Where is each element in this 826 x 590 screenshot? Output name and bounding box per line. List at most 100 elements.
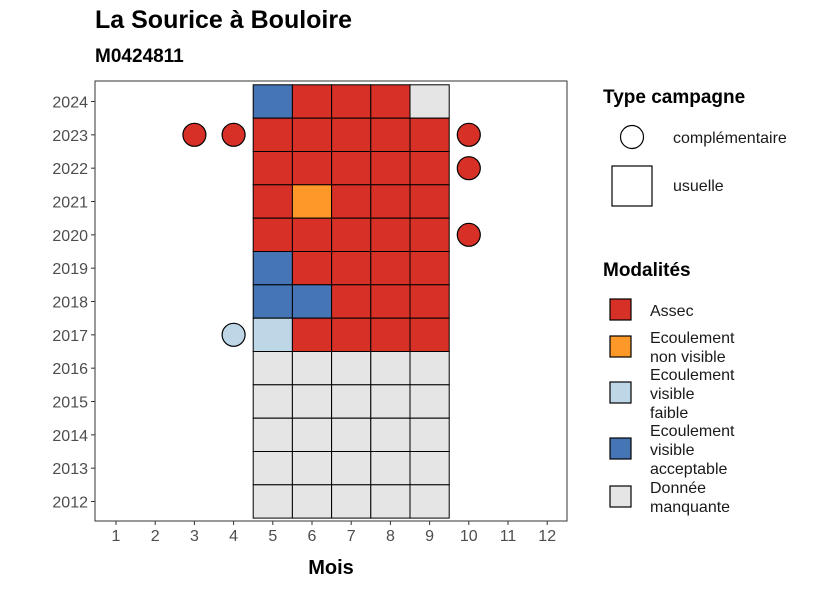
legend-mod-line: non visible <box>650 349 726 366</box>
heatmap-cell <box>409 251 450 286</box>
heatmap-cell <box>291 451 333 486</box>
heatmap-cell <box>409 417 450 453</box>
y-tick-label: 2014 <box>52 428 88 445</box>
y-tick-label: 2015 <box>52 395 88 412</box>
heatmap-cell <box>331 217 372 252</box>
heatmap-cell <box>291 317 333 353</box>
y-tick-label: 2022 <box>52 161 88 178</box>
heatmap-cell <box>252 117 293 152</box>
x-tick-label: 3 <box>190 528 199 545</box>
heatmap-cell <box>331 251 372 286</box>
heatmap-cell <box>331 351 372 386</box>
heatmap-cell <box>409 84 450 119</box>
heatmap-cell <box>370 384 411 419</box>
legend-mod-line: Assec <box>650 303 694 320</box>
heatmap-cell <box>409 151 450 186</box>
legend-type-title: Type campagne <box>603 87 746 108</box>
y-tick-label: 2019 <box>52 261 88 278</box>
heatmap-cell <box>370 217 411 252</box>
heatmap-cell <box>370 251 411 286</box>
y-tick-label: 2016 <box>52 361 88 378</box>
legend-swatch-assec <box>609 298 632 321</box>
heatmap-cell <box>370 184 411 219</box>
legend-mod-line: Ecoulement <box>650 423 735 440</box>
heatmap-cell <box>409 351 450 386</box>
complementary-point <box>456 122 481 147</box>
heatmap-cell <box>370 151 411 186</box>
y-tick-label: 2024 <box>52 95 88 112</box>
heatmap-cell <box>370 117 411 152</box>
legend-mod-line: Ecoulement <box>650 330 735 347</box>
x-tick-label: 1 <box>112 528 121 545</box>
legend-square-usuelle <box>611 165 653 207</box>
heatmap-cell <box>331 117 372 152</box>
x-tick-label: 7 <box>347 528 356 545</box>
legend-mod-label-acceptable: Ecoulement visible acceptable <box>650 422 735 479</box>
legend-mod-label-manquante: Donnée manquante <box>650 479 730 517</box>
heatmap-cell <box>331 284 372 319</box>
heatmap-cell <box>252 384 293 419</box>
heatmap-cell <box>291 417 333 453</box>
heatmap-cell <box>409 384 450 419</box>
heatmap-cell <box>291 151 333 186</box>
legend-swatch-nonvis <box>609 335 632 358</box>
heatmap-cell <box>291 184 333 219</box>
x-tick-label: 4 <box>229 528 238 545</box>
heatmap-cell <box>331 417 372 453</box>
y-tick-label: 2017 <box>52 328 88 345</box>
y-tick-label: 2012 <box>52 495 88 512</box>
heatmap-cell <box>291 117 333 152</box>
heatmap-cell <box>370 484 411 519</box>
heatmap-cell <box>252 284 293 319</box>
heatmap-cell <box>331 451 372 486</box>
heatmap-cell <box>291 384 333 419</box>
legend-mod-line: visible <box>650 442 695 459</box>
legend-mod-label-nonvisible: Ecoulement non visible <box>650 329 735 367</box>
complementary-point <box>182 122 207 147</box>
x-tick-label: 10 <box>460 528 478 545</box>
heatmap-cell <box>370 84 411 119</box>
heatmap-cell <box>291 284 333 319</box>
heatmap-cell <box>291 351 333 386</box>
heatmap-cell <box>331 384 372 419</box>
heatmap-cell <box>370 417 411 453</box>
legend-modalites-title: Modalités <box>603 260 691 281</box>
heatmap-cell <box>331 317 372 353</box>
heatmap-cell <box>370 351 411 386</box>
y-tick-label: 2018 <box>52 295 88 312</box>
y-tick-label: 2013 <box>52 461 88 478</box>
heatmap-cell <box>331 151 372 186</box>
legend-swatch-accept <box>609 437 632 460</box>
legend-mod-line: Donnée <box>650 480 707 497</box>
heatmap-cell <box>252 351 293 386</box>
heatmap-cell <box>252 484 293 519</box>
legend-circle-complementaire <box>619 124 645 150</box>
heatmap-cell <box>370 317 411 353</box>
heatmap-cell <box>331 484 372 519</box>
x-tick-label: 2 <box>151 528 160 545</box>
legend-mod-label-assec: Assec <box>650 302 694 321</box>
chart-subtitle: M0424811 <box>95 46 184 67</box>
heatmap-cell <box>409 117 450 152</box>
heatmap-cell <box>409 284 450 319</box>
heatmap-cell <box>252 84 293 119</box>
complementary-point <box>221 122 246 147</box>
heatmap-cell <box>252 317 293 353</box>
y-tick-label: 2023 <box>52 128 88 145</box>
heatmap-cell <box>331 84 372 119</box>
legend-type-label-complementaire: complémentaire <box>673 130 787 147</box>
heatmap-cell <box>291 251 333 286</box>
heatmap-cell <box>252 451 293 486</box>
legend-mod-line: manquante <box>650 499 731 516</box>
heatmap-cell <box>252 417 293 453</box>
complementary-point <box>456 156 481 181</box>
x-tick-label: 5 <box>268 528 277 545</box>
heatmap-cell <box>409 217 450 252</box>
legend-mod-label-faible: Ecoulement visible faible <box>650 366 735 423</box>
legend-mod-line: Ecoulement <box>650 367 735 384</box>
heatmap-cell <box>409 451 450 486</box>
heatmap-cell <box>409 184 450 219</box>
heatmap-cell <box>291 84 333 119</box>
legend-mod-line: acceptable <box>650 461 728 478</box>
